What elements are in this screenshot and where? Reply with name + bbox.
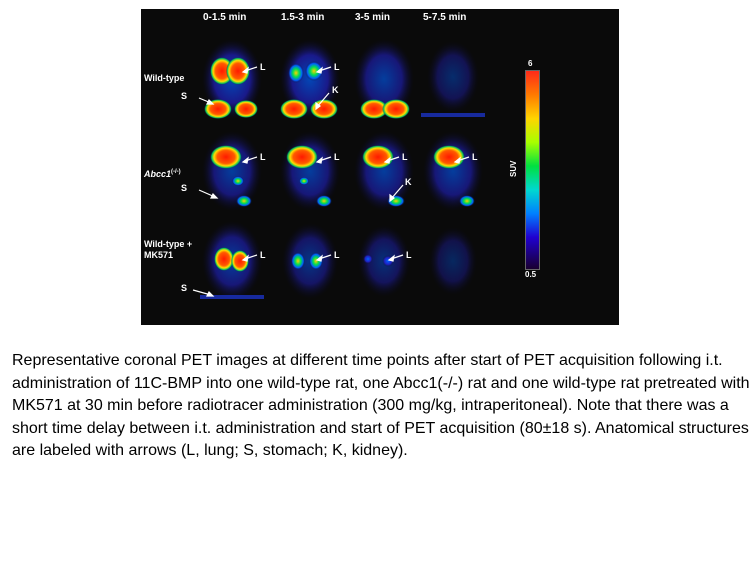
row-label-mk-line2: MK571 [144, 250, 174, 260]
row-label-abcc1-text: Abcc1 [144, 169, 172, 179]
colorbar-max-label: 6 [528, 59, 533, 68]
pet-panel-r1-c2 [274, 37, 346, 121]
column-header-0: 0-1.5 min [203, 12, 247, 23]
label-lung-r3c1: L [260, 250, 266, 260]
pet-panel-r3-c1 [196, 219, 268, 303]
row-label-wild-type-mk571: Wild-type + MK571 [144, 239, 192, 261]
label-lung-r2c3: L [402, 152, 408, 162]
pet-panel-r3-c2 [274, 219, 346, 303]
pet-panel-r2-c4 [417, 129, 489, 213]
caption-text: Representative coronal PET images at dif… [12, 352, 750, 460]
pet-panel-r1-c4 [417, 37, 489, 121]
label-lung-r1c2: L [334, 62, 340, 72]
label-lung-r2c2: L [334, 152, 340, 162]
colorbar-axis-label: SUV [509, 160, 518, 177]
suv-colorbar [525, 70, 540, 270]
label-lung-r2c4: L [472, 152, 478, 162]
label-lung-r2c1: L [260, 152, 266, 162]
pet-figure: 0-1.5 min 1.5-3 min 3-5 min 5-7.5 min Wi… [141, 9, 619, 325]
label-kidney-r1: K [332, 85, 339, 95]
figure-caption: Representative coronal PET images at dif… [12, 350, 752, 463]
column-header-1: 1.5-3 min [281, 12, 325, 23]
pet-panel-r2-c3 [348, 129, 420, 213]
label-stomach-r1: S [181, 91, 188, 101]
row-label-wild-type: Wild-type [144, 73, 185, 83]
label-stomach-r2: S [181, 183, 188, 193]
row-label-mk-line1: Wild-type + [144, 239, 193, 249]
label-lung-r3c3: L [406, 250, 412, 260]
colorbar-min-label: 0.5 [525, 270, 537, 279]
label-stomach-r3: S [181, 283, 188, 293]
column-header-3: 5-7.5 min [423, 12, 467, 23]
label-lung-r1c1: L [260, 62, 266, 72]
pet-panel-r1-c3 [348, 37, 420, 121]
pet-panel-r3-c4 [417, 219, 489, 303]
pet-panel-r1-c1 [196, 37, 268, 121]
row-label-abcc1: Abcc1(-/-) [144, 167, 181, 180]
column-header-2: 3-5 min [355, 12, 391, 23]
row-label-abcc1-sup: (-/-) [171, 169, 181, 175]
label-kidney-r2: K [405, 177, 412, 187]
label-lung-r3c2: L [334, 250, 340, 260]
pet-panel-r2-c1 [196, 129, 268, 213]
pet-panel-r3-c3 [348, 219, 420, 303]
pet-panel-r2-c2 [274, 129, 346, 213]
